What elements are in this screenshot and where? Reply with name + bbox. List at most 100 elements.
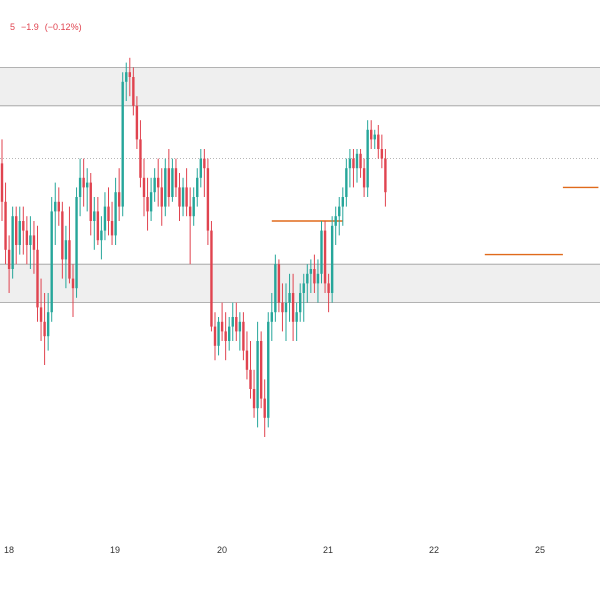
x-tick-label: 25 bbox=[535, 545, 545, 555]
candle-26 bbox=[93, 197, 96, 250]
candle-body bbox=[22, 221, 25, 231]
candle-body bbox=[242, 321, 245, 351]
candle-14 bbox=[50, 197, 53, 322]
lines-layer bbox=[0, 158, 600, 256]
zone-band-0 bbox=[0, 67, 600, 106]
candle-62 bbox=[220, 302, 224, 341]
candle-body bbox=[366, 129, 369, 188]
candle-body bbox=[61, 211, 64, 260]
candle-44 bbox=[157, 158, 160, 207]
candle-body bbox=[288, 293, 291, 303]
candle-15 bbox=[54, 182, 57, 245]
candle-body bbox=[377, 134, 380, 149]
candle-35 bbox=[125, 62, 128, 101]
candle-80 bbox=[284, 283, 288, 341]
candle-85 bbox=[302, 273, 305, 322]
candle-64 bbox=[228, 317, 231, 351]
candle-body bbox=[4, 201, 7, 250]
candle-22 bbox=[78, 158, 82, 217]
candles-layer bbox=[0, 57, 387, 437]
candle-83 bbox=[295, 302, 298, 341]
candle-body bbox=[128, 72, 131, 77]
candle-37 bbox=[132, 67, 135, 116]
candle-body bbox=[164, 168, 167, 207]
candle-body bbox=[199, 158, 202, 178]
candle-90 bbox=[320, 221, 323, 284]
candle-body bbox=[54, 201, 57, 212]
candle-73 bbox=[259, 331, 263, 409]
candle-body bbox=[36, 249, 39, 308]
candle-65 bbox=[231, 302, 234, 341]
candle-9 bbox=[32, 221, 36, 274]
candle-7 bbox=[25, 216, 29, 265]
candle-body bbox=[117, 192, 121, 207]
candle-body bbox=[249, 369, 252, 389]
candle-body bbox=[50, 211, 53, 313]
candle-body bbox=[114, 192, 117, 236]
candle-body bbox=[93, 211, 96, 221]
candle-body bbox=[188, 206, 192, 217]
candle-46 bbox=[164, 158, 167, 217]
candle-66 bbox=[235, 302, 238, 341]
price-change-percent: (−0.12%) bbox=[44, 22, 82, 32]
candle-body bbox=[274, 264, 277, 313]
candle-29 bbox=[103, 192, 107, 241]
candle-67 bbox=[238, 312, 242, 351]
candle-74 bbox=[263, 379, 266, 437]
candle-8 bbox=[29, 216, 32, 269]
candle-body bbox=[313, 269, 316, 284]
candle-93 bbox=[330, 216, 334, 303]
candle-5 bbox=[18, 206, 21, 255]
candle-47 bbox=[167, 149, 171, 207]
candle-body bbox=[213, 326, 217, 346]
candle-32 bbox=[114, 177, 117, 245]
candle-107 bbox=[380, 134, 384, 169]
candle-76 bbox=[270, 293, 273, 341]
candle-16 bbox=[57, 187, 60, 226]
candle-38 bbox=[135, 96, 139, 149]
candle-57 bbox=[203, 149, 206, 197]
candle-body bbox=[210, 230, 213, 327]
candle-body bbox=[277, 264, 281, 303]
candle-body bbox=[345, 168, 348, 197]
candle-24 bbox=[86, 168, 89, 212]
candle-81 bbox=[288, 273, 291, 322]
candle-body bbox=[171, 168, 174, 197]
x-tick-label: 21 bbox=[323, 545, 333, 555]
candle-78 bbox=[277, 259, 281, 313]
last-price-digit: 5 bbox=[10, 22, 16, 32]
candle-body bbox=[320, 230, 323, 274]
candle-body bbox=[57, 201, 60, 212]
candle-91 bbox=[323, 221, 327, 293]
candle-body bbox=[330, 225, 334, 293]
candle-body bbox=[75, 197, 78, 289]
candle-body bbox=[157, 177, 160, 188]
candle-body bbox=[196, 177, 199, 197]
candle-body bbox=[299, 293, 302, 313]
candle-28 bbox=[100, 216, 103, 260]
candle-95 bbox=[338, 197, 341, 236]
candle-body bbox=[167, 168, 171, 197]
candle-12 bbox=[43, 293, 46, 365]
candle-body bbox=[160, 187, 163, 207]
candle-body bbox=[235, 317, 238, 332]
candle-body bbox=[252, 389, 256, 409]
candle-body bbox=[302, 283, 305, 293]
candle-31 bbox=[110, 201, 114, 245]
candle-72 bbox=[256, 321, 259, 428]
candle-96 bbox=[341, 187, 344, 226]
candle-60 bbox=[213, 312, 217, 361]
candle-48 bbox=[171, 158, 174, 202]
candle-body bbox=[284, 302, 288, 313]
candle-body bbox=[121, 81, 124, 207]
candle-101 bbox=[359, 149, 362, 178]
candle-75 bbox=[267, 312, 270, 428]
candle-56 bbox=[199, 149, 202, 188]
candle-body bbox=[341, 197, 344, 207]
candle-body bbox=[281, 302, 284, 313]
candle-13 bbox=[46, 293, 50, 351]
candle-97 bbox=[345, 158, 348, 207]
candle-body bbox=[203, 158, 206, 169]
